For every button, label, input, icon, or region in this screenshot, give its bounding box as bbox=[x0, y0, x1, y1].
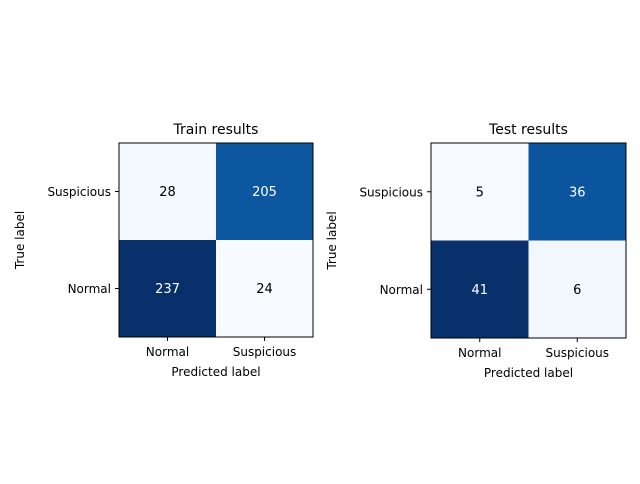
x-tick-label: Suspicious bbox=[545, 346, 609, 360]
cell-value-label: 36 bbox=[569, 185, 586, 200]
cell-value-label: 24 bbox=[256, 282, 273, 297]
x-tick-label: Suspicious bbox=[233, 345, 297, 359]
chart-title: Test results bbox=[488, 122, 568, 138]
cell-value-label: 6 bbox=[573, 283, 581, 298]
x-tick-label: Normal bbox=[146, 345, 189, 359]
cell-value-label: 5 bbox=[476, 185, 484, 200]
heatmap-cell bbox=[119, 240, 217, 338]
plot-frame bbox=[118, 142, 314, 338]
heatmap-cell bbox=[528, 240, 627, 339]
heatmap-cell bbox=[119, 143, 217, 241]
y-tick-label: Suspicious bbox=[47, 185, 111, 199]
cell-value-label: 205 bbox=[252, 185, 277, 200]
x-tick-label: Normal bbox=[458, 346, 501, 360]
y-axis-label: True label bbox=[325, 211, 339, 270]
heatmap-cell bbox=[528, 143, 627, 241]
cell-value-label: 237 bbox=[155, 282, 180, 297]
test-confusion-matrix: 5 36 41 6 Normal Suspicious Suspicious Normal Te… bbox=[325, 122, 627, 380]
heatmap-cell bbox=[216, 143, 314, 241]
plot-frame bbox=[430, 142, 627, 339]
cell-value-label: 41 bbox=[471, 283, 488, 298]
x-axis-label: Predicted label bbox=[484, 366, 573, 380]
heatmap-cell bbox=[216, 240, 314, 338]
chart-title: Train results bbox=[173, 122, 259, 138]
heatmap-cell bbox=[431, 240, 529, 339]
heatmap-cell bbox=[431, 143, 529, 241]
x-axis-label: Predicted label bbox=[171, 365, 260, 379]
y-tick-label: Normal bbox=[380, 283, 423, 297]
cell-value-label: 28 bbox=[159, 185, 176, 200]
y-tick-label: Normal bbox=[68, 282, 111, 296]
y-axis-label: True label bbox=[13, 211, 27, 270]
y-tick-label: Suspicious bbox=[359, 185, 423, 199]
train-confusion-matrix: 28 205 237 24 Normal Suspicious Suspicious Norm… bbox=[13, 122, 314, 379]
